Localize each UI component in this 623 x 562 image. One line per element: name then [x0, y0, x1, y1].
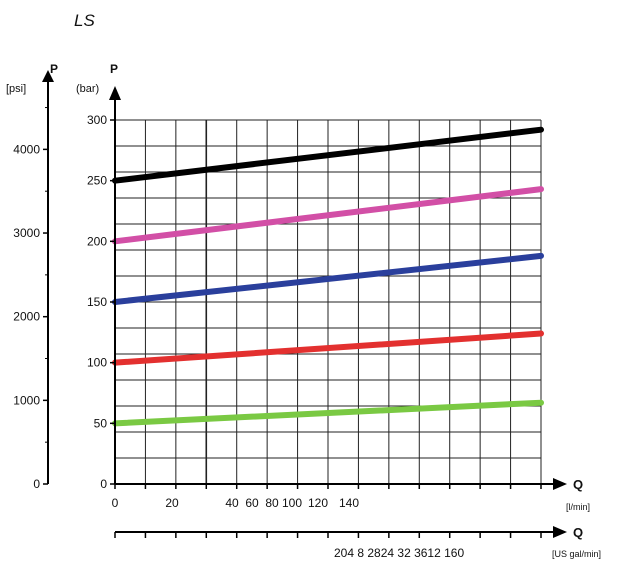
bar-tick-label: 150 [87, 295, 107, 309]
psi-tick-label: 1000 [13, 393, 40, 407]
bar-axis-unit: (bar) [76, 83, 99, 95]
chart-grid [114, 119, 542, 485]
q2-axis-unit: [US gal/min] [552, 549, 601, 559]
q-tick-label: 120 [308, 496, 328, 510]
series-line-5 [112, 399, 544, 427]
bar-tick-label: 100 [87, 356, 107, 370]
psi-tick-label: 0 [33, 477, 40, 491]
q-tick-label: 60 [245, 496, 259, 510]
psi-axis-arrow [42, 70, 54, 82]
q2-axis-arrow [553, 526, 567, 538]
series-line-3 [112, 252, 544, 305]
bar-ticks: 0 50 100 150 200 250 300 [87, 113, 115, 491]
chart-title: LS [74, 11, 95, 30]
q-tick-label: 0 [112, 496, 119, 510]
psi-axis-unit: [psi] [6, 83, 26, 95]
psi-tick-label: 2000 [13, 310, 40, 324]
bar-tick-label: 50 [94, 416, 108, 430]
q-tick-label: 100 [282, 496, 302, 510]
psi-tick-label: 3000 [13, 226, 40, 240]
q-axis-unit: [l/min] [566, 502, 590, 512]
q-axis-arrow [553, 478, 567, 490]
q-tick-label: 20 [165, 496, 179, 510]
series-line-4 [112, 330, 544, 366]
q2-ticks [114, 532, 542, 538]
bar-tick-label: 300 [87, 113, 107, 127]
bar-tick-label: 0 [100, 477, 107, 491]
bar-axis-arrow [109, 86, 121, 100]
bar-axis-label: P [110, 62, 118, 76]
psi-tick-label: 4000 [13, 142, 40, 156]
bar-tick-label: 250 [87, 174, 107, 188]
q-tick-label: 80 [265, 496, 279, 510]
q2-axis-label: Q [573, 525, 583, 540]
bar-tick-label: 200 [87, 234, 107, 248]
q-tick-label: 140 [339, 496, 359, 510]
psi-ticks: 0 1000 2000 3000 4000 [13, 107, 48, 491]
q-axis-label: Q [573, 477, 583, 492]
q-ticks: 0 20 40 60 80 100 120 140 [112, 484, 542, 510]
q2-tick-labels: 204 8 2824 32 3612 160 [334, 546, 464, 560]
series-line-2 [112, 186, 544, 245]
q-tick-label: 40 [225, 496, 239, 510]
psi-axis-label: P [50, 62, 58, 76]
series-layer [112, 126, 544, 427]
series-line-1 [112, 126, 544, 184]
